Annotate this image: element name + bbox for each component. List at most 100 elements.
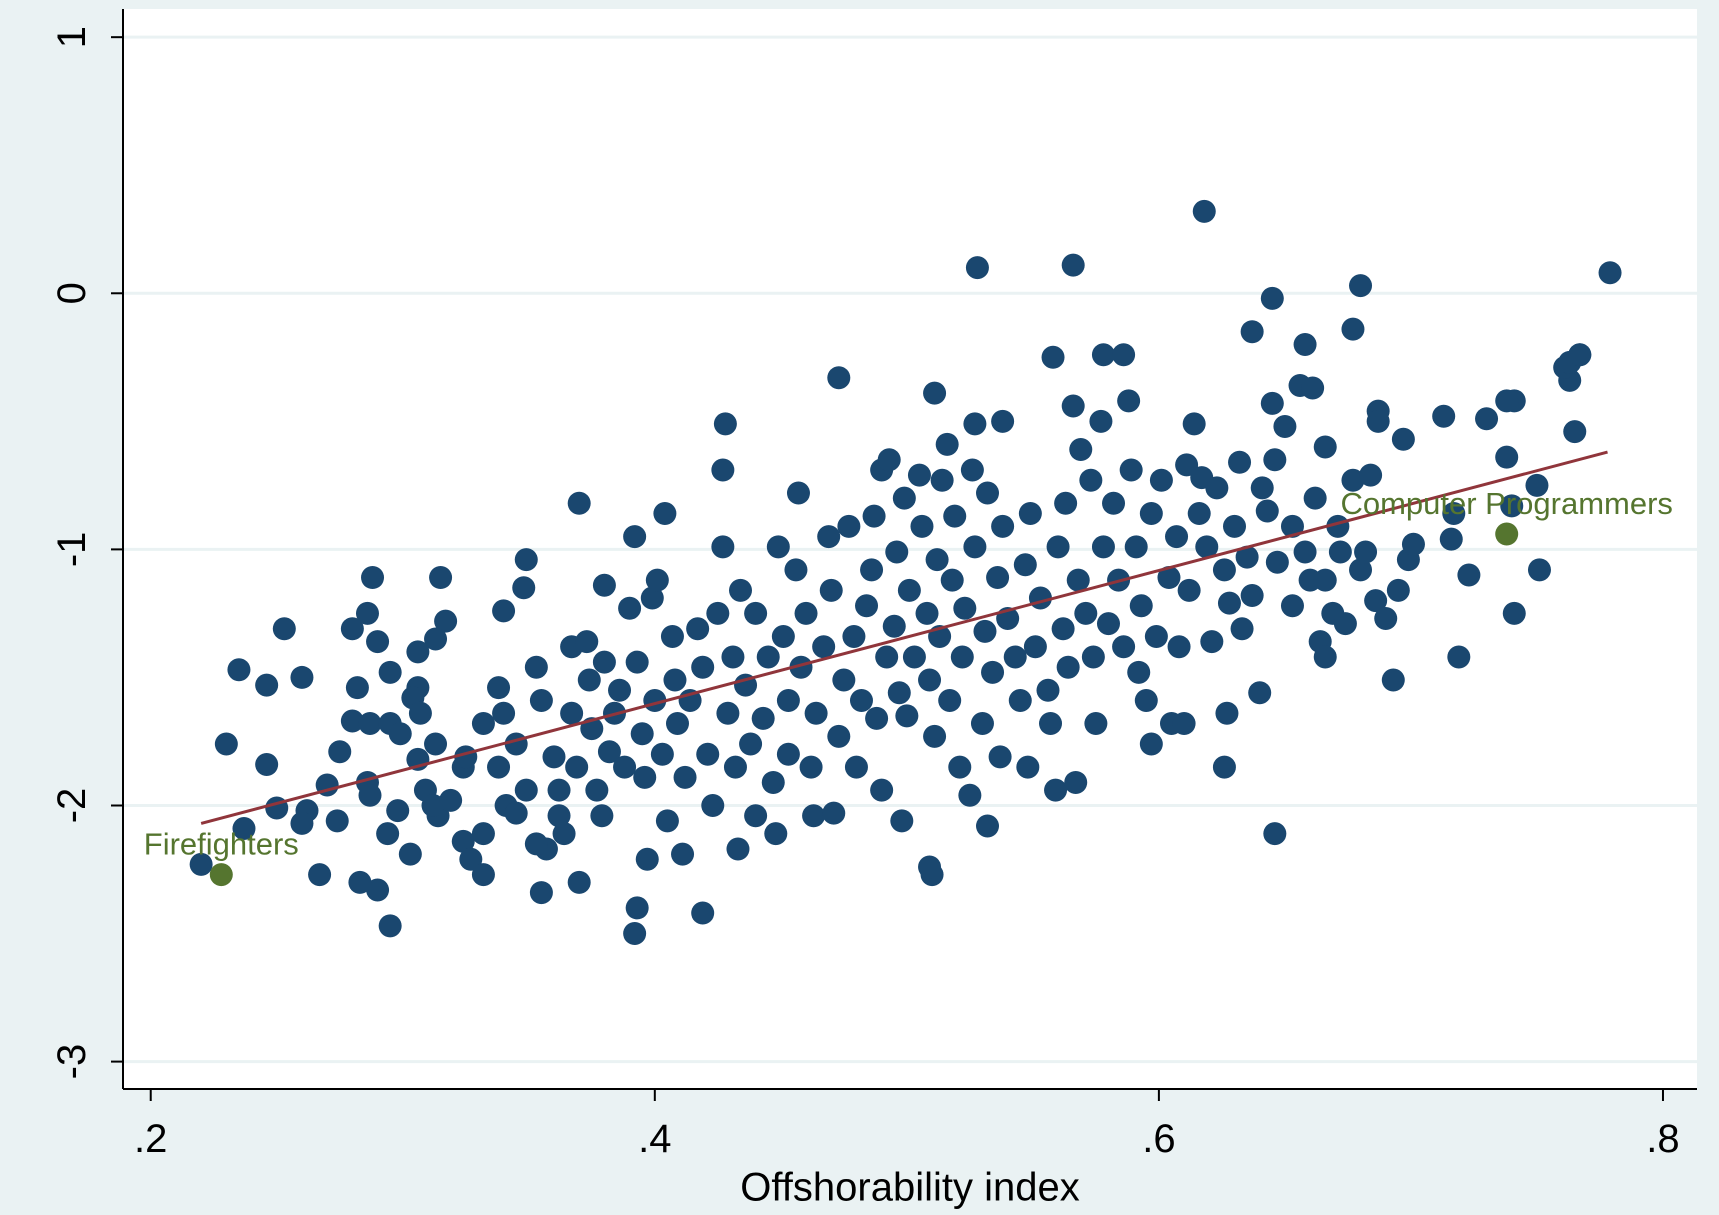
point <box>1165 525 1189 549</box>
point <box>1280 514 1304 538</box>
point <box>771 624 795 648</box>
point <box>1134 688 1158 712</box>
point <box>855 594 879 618</box>
point <box>963 412 987 436</box>
point <box>986 566 1010 590</box>
point <box>925 548 949 572</box>
point <box>902 645 926 669</box>
point <box>1568 343 1592 367</box>
point <box>487 676 511 700</box>
point <box>1303 486 1327 510</box>
point <box>1044 778 1068 802</box>
point <box>1066 568 1090 592</box>
point <box>1495 445 1519 469</box>
point <box>973 619 997 643</box>
point <box>514 548 538 572</box>
point <box>597 740 621 764</box>
x-axis-label: Offshorability index <box>740 1166 1079 1210</box>
point <box>1386 578 1410 602</box>
point <box>938 688 962 712</box>
point <box>650 742 674 766</box>
point <box>744 804 768 828</box>
fit-line <box>200 450 1608 825</box>
point <box>1447 645 1471 669</box>
point <box>560 701 584 725</box>
point <box>1041 345 1065 369</box>
point <box>1056 655 1080 679</box>
point <box>366 878 390 902</box>
point <box>529 881 553 905</box>
point <box>345 676 369 700</box>
point <box>635 847 659 871</box>
point <box>1313 568 1337 592</box>
point <box>366 630 390 654</box>
point <box>1195 535 1219 559</box>
point <box>842 624 866 648</box>
point <box>918 855 942 879</box>
point <box>232 817 256 841</box>
point <box>1175 453 1199 477</box>
point <box>340 709 364 733</box>
point <box>1255 499 1279 523</box>
point <box>1217 591 1241 615</box>
point <box>565 755 589 779</box>
point <box>424 732 448 756</box>
point <box>1129 594 1153 618</box>
point <box>1228 450 1252 474</box>
point <box>1313 435 1337 459</box>
point <box>547 778 571 802</box>
point <box>918 668 942 692</box>
point <box>1250 476 1274 500</box>
point <box>504 801 528 825</box>
point <box>1079 468 1103 492</box>
point <box>1240 583 1264 607</box>
point <box>950 645 974 669</box>
point <box>547 804 571 828</box>
point <box>1212 558 1236 582</box>
point <box>640 586 664 610</box>
point <box>862 504 886 528</box>
point <box>711 458 735 482</box>
point <box>1182 412 1206 436</box>
point <box>1102 491 1126 515</box>
point <box>514 778 538 802</box>
point <box>686 617 710 641</box>
point <box>376 822 400 846</box>
point <box>592 573 616 597</box>
point <box>991 409 1015 433</box>
point <box>1144 624 1168 648</box>
point <box>1527 558 1551 582</box>
point <box>1061 253 1085 277</box>
point <box>1598 261 1622 285</box>
y-tick-label: -2 <box>50 788 94 824</box>
point <box>1235 545 1259 569</box>
point <box>958 783 982 807</box>
point <box>529 688 553 712</box>
point <box>590 804 614 828</box>
point <box>1061 394 1085 418</box>
marks: Firefighters Computer Programmers <box>144 199 1673 946</box>
point <box>378 914 402 938</box>
point <box>429 566 453 590</box>
point <box>1051 617 1075 641</box>
point <box>991 514 1015 538</box>
point <box>1192 199 1216 223</box>
point <box>895 704 919 728</box>
point <box>625 896 649 920</box>
point <box>981 660 1005 684</box>
point <box>940 568 964 592</box>
point <box>1301 376 1325 400</box>
point <box>1280 594 1304 618</box>
point <box>1187 502 1211 526</box>
point <box>890 809 914 833</box>
point <box>630 722 654 746</box>
point <box>1432 404 1456 428</box>
point <box>802 804 826 828</box>
point <box>1525 473 1549 497</box>
point <box>1475 407 1499 431</box>
point <box>1149 468 1173 492</box>
point <box>923 724 947 748</box>
point <box>970 712 994 736</box>
point <box>819 578 843 602</box>
point <box>434 609 458 633</box>
